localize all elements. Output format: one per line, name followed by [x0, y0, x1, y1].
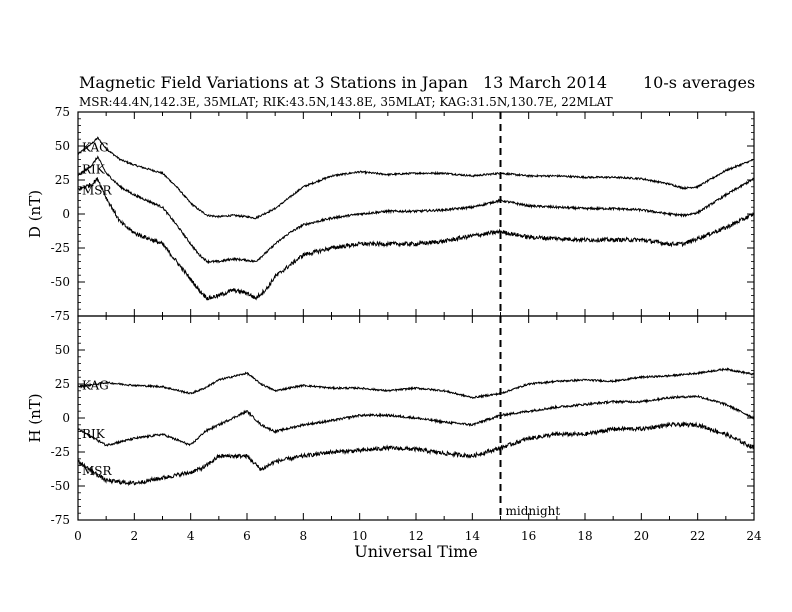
y-tick-label: 50 [55, 139, 70, 153]
y-tick-label: -75 [51, 513, 70, 527]
x-tick-label: 18 [577, 529, 592, 543]
y-tick-label: 75 [55, 105, 70, 119]
x-axis-label: Universal Time [354, 542, 477, 561]
y-tick-label: 0 [62, 207, 70, 221]
series-label-KAG-H: KAG [82, 378, 109, 392]
y-tick-label: -25 [51, 445, 70, 459]
series-label-MSR-D: MSR [82, 183, 113, 197]
series-KAG-H [77, 367, 755, 399]
y-axis-label-D: D (nT) [26, 190, 44, 238]
stations-subtitle: MSR:44.4N,142.3E, 35MLAT; RIK:43.5N,143.… [79, 95, 613, 109]
y-tick-label: -50 [51, 479, 70, 493]
x-tick-label: 10 [352, 529, 367, 543]
series-MSR-H [77, 421, 755, 487]
y-tick-label: -75 [51, 309, 70, 323]
y-tick-label: 25 [55, 377, 70, 391]
x-tick-label: 6 [243, 529, 251, 543]
title-averaging: 10-s averages [643, 73, 756, 92]
y-tick-label: 50 [55, 343, 70, 357]
x-tick-label: 2 [131, 529, 139, 543]
series-RIK-D [77, 155, 755, 265]
x-tick-label: 16 [521, 529, 536, 543]
y-tick-label: -50 [51, 275, 70, 289]
y-axis-label-H: H (nT) [26, 393, 44, 442]
series-RIK-H [77, 394, 755, 447]
x-tick-label: 4 [187, 529, 195, 543]
x-tick-label: 8 [300, 529, 308, 543]
series-KAG-D [77, 136, 755, 220]
series-label-KAG-D: KAG [82, 141, 109, 155]
title-date: 13 March 2014 [483, 73, 608, 92]
title-main: Magnetic Field Variations at 3 Stations … [79, 73, 468, 92]
x-tick-label: 20 [634, 529, 649, 543]
x-tick-label: 14 [465, 529, 481, 543]
y-tick-label: -25 [51, 241, 70, 255]
series-label-MSR-H: MSR [82, 464, 113, 478]
midnight-label: midnight [506, 504, 561, 518]
series-label-RIK-D: RIK [82, 162, 106, 176]
series-label-RIK-H: RIK [82, 427, 106, 441]
x-tick-label: 22 [690, 529, 705, 543]
x-tick-label: 0 [74, 529, 82, 543]
y-tick-label: 25 [55, 173, 70, 187]
x-tick-label: 12 [408, 529, 423, 543]
x-tick-label: 24 [746, 529, 762, 543]
series-MSR-D [77, 177, 755, 301]
y-tick-label: 0 [62, 411, 70, 425]
panel-frame-D [77, 111, 755, 317]
